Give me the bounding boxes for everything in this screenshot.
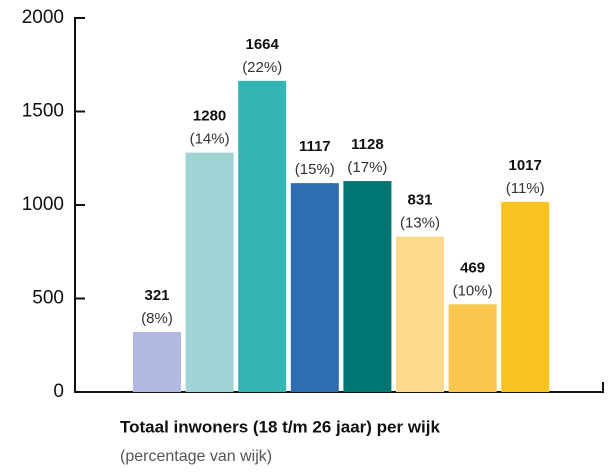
value-label: 1280 [193, 108, 226, 125]
y-tick-label: 1500 [22, 101, 64, 122]
percent-label: (10%) [453, 282, 493, 299]
percent-label: (11%) [506, 180, 545, 197]
bar [185, 152, 234, 392]
y-tick-label: 1000 [22, 194, 64, 215]
y-tick-label: 500 [32, 288, 64, 309]
bar [501, 201, 550, 392]
percent-label: (13%) [400, 215, 440, 232]
percent-label: (22%) [242, 59, 282, 76]
bar [133, 331, 181, 392]
value-label: 1017 [509, 157, 542, 174]
bar [238, 80, 287, 392]
bar [343, 181, 392, 392]
value-label: 1664 [246, 36, 280, 53]
y-tick-label: 0 [53, 381, 64, 402]
bar [448, 304, 497, 392]
percent-label: (8%) [141, 310, 173, 327]
value-label: 1117 [299, 138, 331, 155]
percent-label: (14%) [190, 131, 230, 148]
percent-label: (15%) [295, 161, 335, 178]
chart-subtitle: (percentage van wijk) [120, 448, 272, 465]
bar [396, 236, 444, 392]
value-label: 831 [407, 192, 432, 209]
chart-title: Totaal inwoners (18 t/m 26 jaar) per wij… [120, 417, 440, 436]
bar [290, 183, 339, 392]
value-label: 1128 [351, 136, 384, 153]
value-label: 321 [144, 287, 169, 304]
y-tick-label: 2000 [22, 7, 64, 28]
value-label: 469 [460, 259, 485, 276]
percent-label: (17%) [347, 159, 387, 176]
